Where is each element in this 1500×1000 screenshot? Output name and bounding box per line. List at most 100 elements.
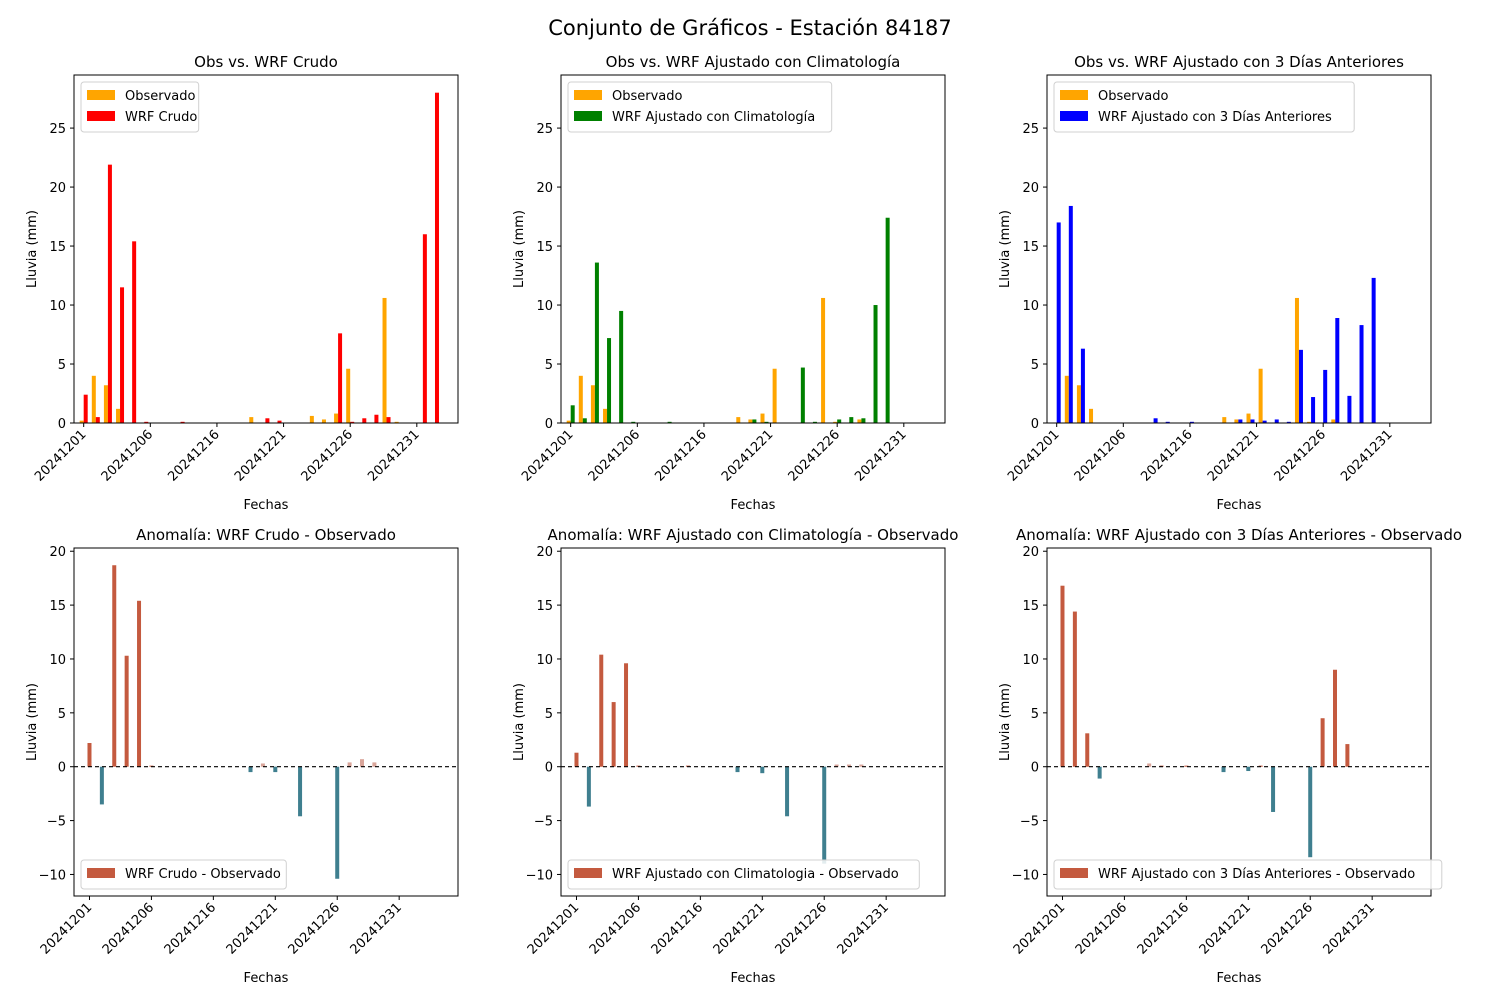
x-tick-label: 20241201 [519, 427, 576, 484]
bar [360, 759, 364, 767]
y-tick-label: 10 [49, 653, 66, 668]
y-axis-label: Lluvia (mm) [998, 683, 1013, 761]
legend-swatch [87, 868, 115, 878]
bar [309, 415, 314, 423]
bar [570, 405, 575, 423]
x-tick-label: 20241201 [525, 900, 582, 957]
y-tick-label: 5 [1031, 358, 1039, 373]
bar [1298, 349, 1303, 423]
bar [735, 766, 740, 773]
x-tick-label: 20241226 [773, 900, 830, 957]
y-tick-label: 15 [1022, 240, 1039, 255]
legend-box [80, 859, 287, 890]
y-tick-label: 15 [536, 599, 553, 614]
chart-title: Obs vs. WRF Crudo [194, 53, 338, 71]
x-tick-label: 20241226 [286, 900, 343, 957]
y-tick-label: 20 [536, 545, 553, 560]
y-tick-label: 20 [1022, 181, 1039, 196]
legend-label: WRF Crudo [125, 110, 197, 125]
bar [837, 419, 842, 423]
x-tick-label: 20241206 [100, 900, 157, 957]
bar [1222, 417, 1227, 423]
bar [1097, 766, 1102, 779]
bar [772, 368, 777, 423]
bar [1258, 368, 1263, 423]
bar [1347, 395, 1352, 423]
legend-swatch [574, 111, 602, 121]
legend-label: WRF Crudo - Observado [125, 867, 281, 882]
bar [1307, 421, 1312, 423]
bar [87, 743, 92, 767]
bar [1331, 419, 1336, 423]
bar [582, 418, 587, 423]
bar [1147, 763, 1152, 767]
y-axis-label: Lluvia (mm) [25, 683, 40, 761]
bar [1371, 277, 1376, 423]
x-tick-label: 20241216 [165, 427, 222, 484]
y-tick-label: 10 [1022, 299, 1039, 314]
y-tick-label: 5 [1031, 707, 1039, 722]
x-tick-label: 20241201 [32, 427, 89, 484]
x-tick-label: 20241226 [299, 427, 356, 484]
legend-swatch [1060, 111, 1088, 121]
bar [1286, 421, 1291, 423]
x-tick-label: 20241216 [1138, 427, 1195, 484]
bar [785, 766, 790, 817]
bar [594, 262, 599, 423]
bar [1262, 420, 1267, 423]
bar [1250, 419, 1255, 423]
legend: WRF Crudo - Observado [80, 859, 287, 890]
x-tick-label: 20241206 [587, 900, 644, 957]
bar [736, 417, 741, 423]
y-tick-label: 15 [1022, 599, 1039, 614]
legend-label: Observado [1098, 89, 1169, 104]
x-tick-label: 20241231 [1321, 900, 1378, 957]
legend-box [1053, 859, 1443, 890]
y-tick-label: 0 [58, 761, 66, 776]
x-tick-label: 20241226 [1259, 900, 1316, 957]
x-tick-label: 20241231 [835, 900, 892, 957]
bar [107, 164, 112, 423]
y-tick-label: 25 [536, 122, 553, 137]
bar [132, 241, 137, 423]
bar [1308, 766, 1313, 858]
chart-4: Anomalía: WRF Crudo - Observado −10 −5 0 5 10… [25, 526, 459, 986]
bar [1359, 325, 1364, 423]
chart-3: Obs vs. WRF Ajustado con 3 Días Anterior… [998, 53, 1432, 513]
bar [338, 333, 343, 423]
chart-5: Anomalía: WRF Ajustado con Climatología … [512, 526, 958, 986]
bar [248, 766, 253, 773]
bar [335, 766, 340, 879]
bar [1320, 718, 1325, 767]
bar [607, 338, 612, 423]
y-tick-label: −5 [1020, 815, 1039, 830]
bar [350, 421, 355, 423]
legend: Observado WRF Ajustado con Climatología [567, 81, 833, 133]
chart-title: Obs vs. WRF Ajustado con 3 Días Anterior… [1074, 53, 1404, 71]
x-tick-label: 20241216 [162, 900, 219, 957]
legend-label: WRF Ajustado con Climatologia - Observad… [612, 867, 899, 882]
legend-label: WRF Ajustado con 3 Días Anteriores [1098, 110, 1332, 125]
bar [372, 762, 377, 767]
legend-label: WRF Ajustado con 3 Días Anteriores - Obs… [1098, 867, 1415, 882]
bar [1056, 222, 1061, 423]
bar [624, 663, 629, 767]
chart-title: Anomalía: WRF Ajustado con Climatología … [548, 526, 959, 544]
bar [760, 413, 765, 423]
legend-box [1053, 81, 1355, 133]
y-tick-label: 20 [49, 181, 66, 196]
bar [821, 297, 826, 423]
x-tick-label: 20241206 [99, 427, 156, 484]
bar [1234, 419, 1239, 423]
bar [849, 417, 854, 423]
bar [1089, 408, 1094, 423]
bar [83, 394, 88, 423]
bar [833, 421, 838, 423]
y-tick-label: 0 [58, 417, 66, 432]
axes-frame [73, 74, 459, 424]
x-tick-label: 20241201 [1011, 900, 1068, 957]
bar [1311, 397, 1316, 423]
legend: WRF Ajustado con 3 Días Anteriores - Obs… [1053, 859, 1443, 890]
x-tick-label: 20241216 [1135, 900, 1192, 957]
bar [1189, 421, 1194, 423]
